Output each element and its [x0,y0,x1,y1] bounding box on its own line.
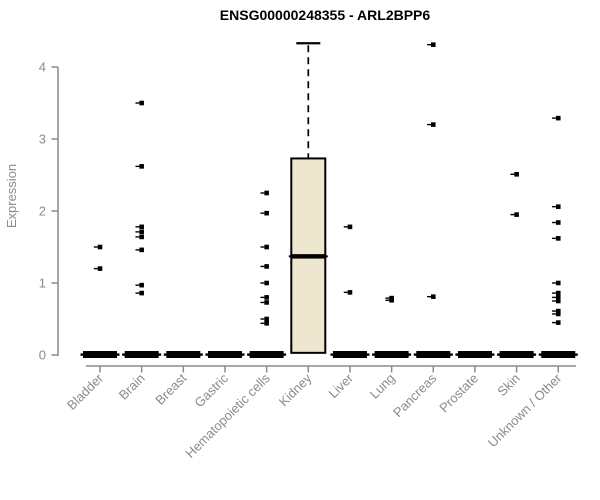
outlier-point [430,42,436,47]
collapsed-box [332,351,367,358]
outlier-point [555,236,561,241]
x-category-label: Skin [494,371,522,399]
outlier-point [430,294,436,299]
x-category-label: Bladder [64,370,107,413]
y-axis-title: Expression [4,164,19,228]
outlier-point [264,210,269,216]
collapsed-box [457,351,492,358]
outlier-point [264,244,269,250]
collapsed-box [166,351,201,358]
outlier-point [264,190,269,196]
outlier-point [139,247,144,253]
collapsed-box [207,351,242,358]
x-category-label: Unknown / Other [485,370,565,450]
collapsed-box [416,351,451,358]
collapsed-box [374,351,409,358]
outlier-point [264,280,269,286]
y-tick-label: 1 [39,276,46,291]
outlier-point [139,234,144,240]
boxplot-group [538,115,578,358]
boxplot-group [122,100,162,358]
outlier-point [555,295,561,300]
y-tick-label: 3 [39,132,46,147]
outlier-point [264,264,269,269]
x-category-label: Kidney [276,370,315,409]
boxplot-group [497,171,537,358]
collapsed-box [499,351,534,358]
boxplot-group [372,295,412,358]
collapsed-box [124,351,159,358]
outlier-point [555,308,561,314]
collapsed-box [83,351,117,358]
outlier-point [555,115,561,121]
outlier-point [555,320,561,325]
outlier-point [139,282,144,288]
chart-title: ENSG00000248355 - ARL2BPP6 [220,7,431,23]
outlier-point [264,316,269,322]
x-category-label: Liver [326,370,357,401]
outlier-point [139,229,144,235]
outlier-point [139,290,144,296]
y-tick-label: 2 [39,204,46,219]
y-tick-label: 0 [39,348,46,363]
plot-layer [80,42,578,358]
boxplot-group [288,42,328,354]
outlier-point [139,224,144,230]
boxplot-group [80,244,120,358]
x-category-label: Brain [116,371,148,403]
x-category-label: Breast [152,370,189,407]
outlier-point [347,224,353,230]
outlier-point [514,212,519,217]
boxplot-group [330,224,370,358]
outlier-point [97,244,103,250]
outlier-point [264,300,269,305]
outlier-point [97,266,103,271]
x-category-label: Pancreas [390,370,440,420]
outlier-point [139,100,144,106]
boxplot-group [247,190,287,358]
x-category-label: Lung [367,371,398,402]
x-category-label: Prostate [436,371,481,416]
outlier-point [514,171,519,177]
boxplot-group [163,351,203,358]
collapsed-box [541,351,576,358]
x-category-label: Gastric [191,370,231,410]
boxplot-group [205,351,245,358]
outlier-point [555,290,561,296]
boxplot-group [413,42,453,358]
outlier-point [264,321,269,326]
median-line [291,254,326,259]
outlier-point [555,280,561,286]
outlier-point [555,204,561,209]
outlier-point [389,297,394,303]
outlier-point [555,298,561,304]
outlier-point [264,295,269,300]
y-tick-label: 4 [39,60,46,75]
outlier-point [555,311,561,317]
collapsed-box [249,351,284,358]
outlier-point [347,290,353,295]
outlier-point [139,164,144,169]
boxplot-group [455,351,495,358]
outlier-point [430,122,436,127]
outlier-point [555,220,561,225]
